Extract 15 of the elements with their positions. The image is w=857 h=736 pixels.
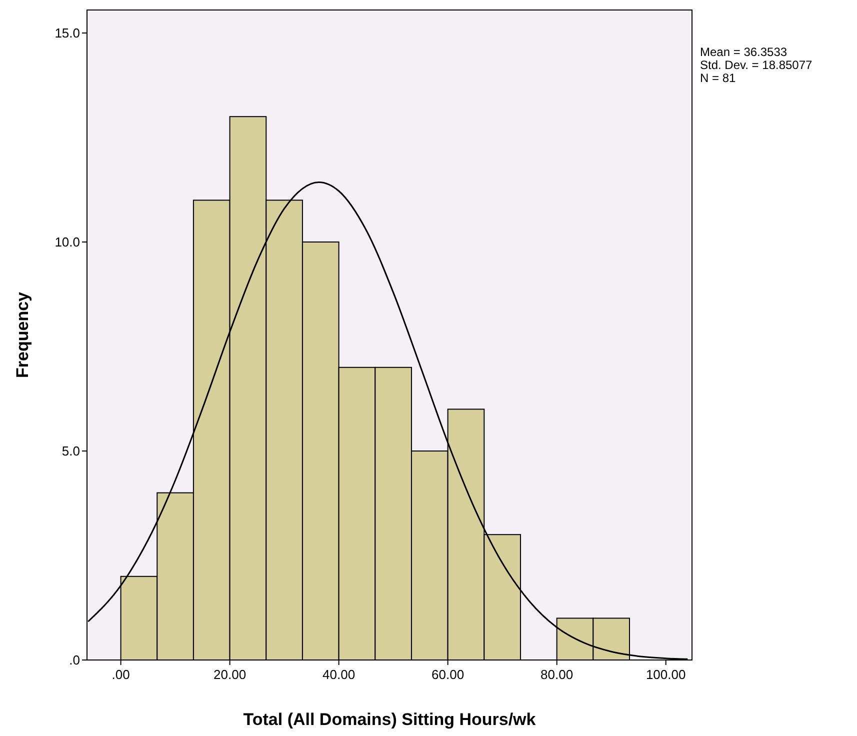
text: N = 81: [700, 71, 736, 85]
y-tick-label: .0: [69, 652, 80, 668]
x-tick-label: 20.00: [214, 667, 246, 682]
x-tick-label: 100.00: [646, 667, 686, 682]
y-tick-label: 10.0: [54, 234, 80, 250]
x-axis-title: Total (All Domains) Sitting Hours/wk: [243, 710, 536, 729]
text: Std. Dev. = 18.85077: [700, 58, 813, 72]
y-tick-label: 5.0: [62, 443, 80, 458]
y-axis-title: Frequency: [13, 291, 32, 378]
x-tick-label: 80.00: [540, 667, 574, 682]
text: Mean = 36.3533: [700, 45, 788, 59]
y-tick-label: 15.0: [54, 25, 80, 40]
x-tick-label: 40.00: [322, 667, 356, 682]
x-tick-label: 60.00: [432, 667, 464, 682]
x-tick-label: .00: [112, 667, 130, 682]
